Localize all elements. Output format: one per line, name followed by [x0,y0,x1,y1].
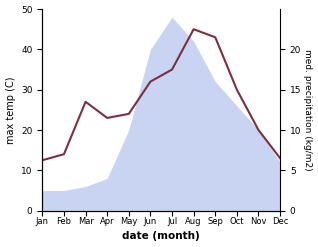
X-axis label: date (month): date (month) [122,231,200,242]
Y-axis label: max temp (C): max temp (C) [5,76,16,144]
Y-axis label: med. precipitation (kg/m2): med. precipitation (kg/m2) [303,49,313,171]
